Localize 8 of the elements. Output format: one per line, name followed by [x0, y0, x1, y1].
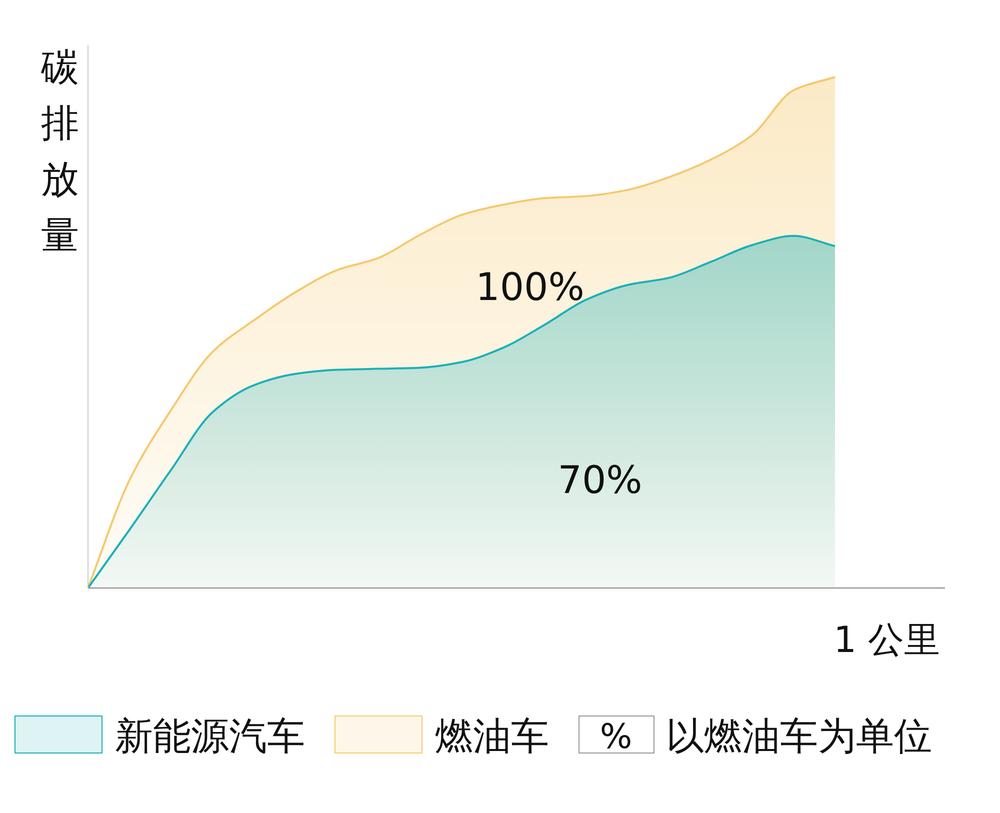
legend-label: 新能源汽车 [115, 714, 305, 758]
annotation: 100% [476, 265, 584, 309]
y-axis-title: 碳排放量 [40, 45, 79, 257]
x-axis-title: 1 公里 [834, 620, 940, 661]
legend-label: 燃油车 [435, 714, 549, 758]
text: 以燃油车为单位 [666, 714, 932, 758]
annotation: 70% [558, 458, 642, 502]
text: % [600, 717, 632, 757]
